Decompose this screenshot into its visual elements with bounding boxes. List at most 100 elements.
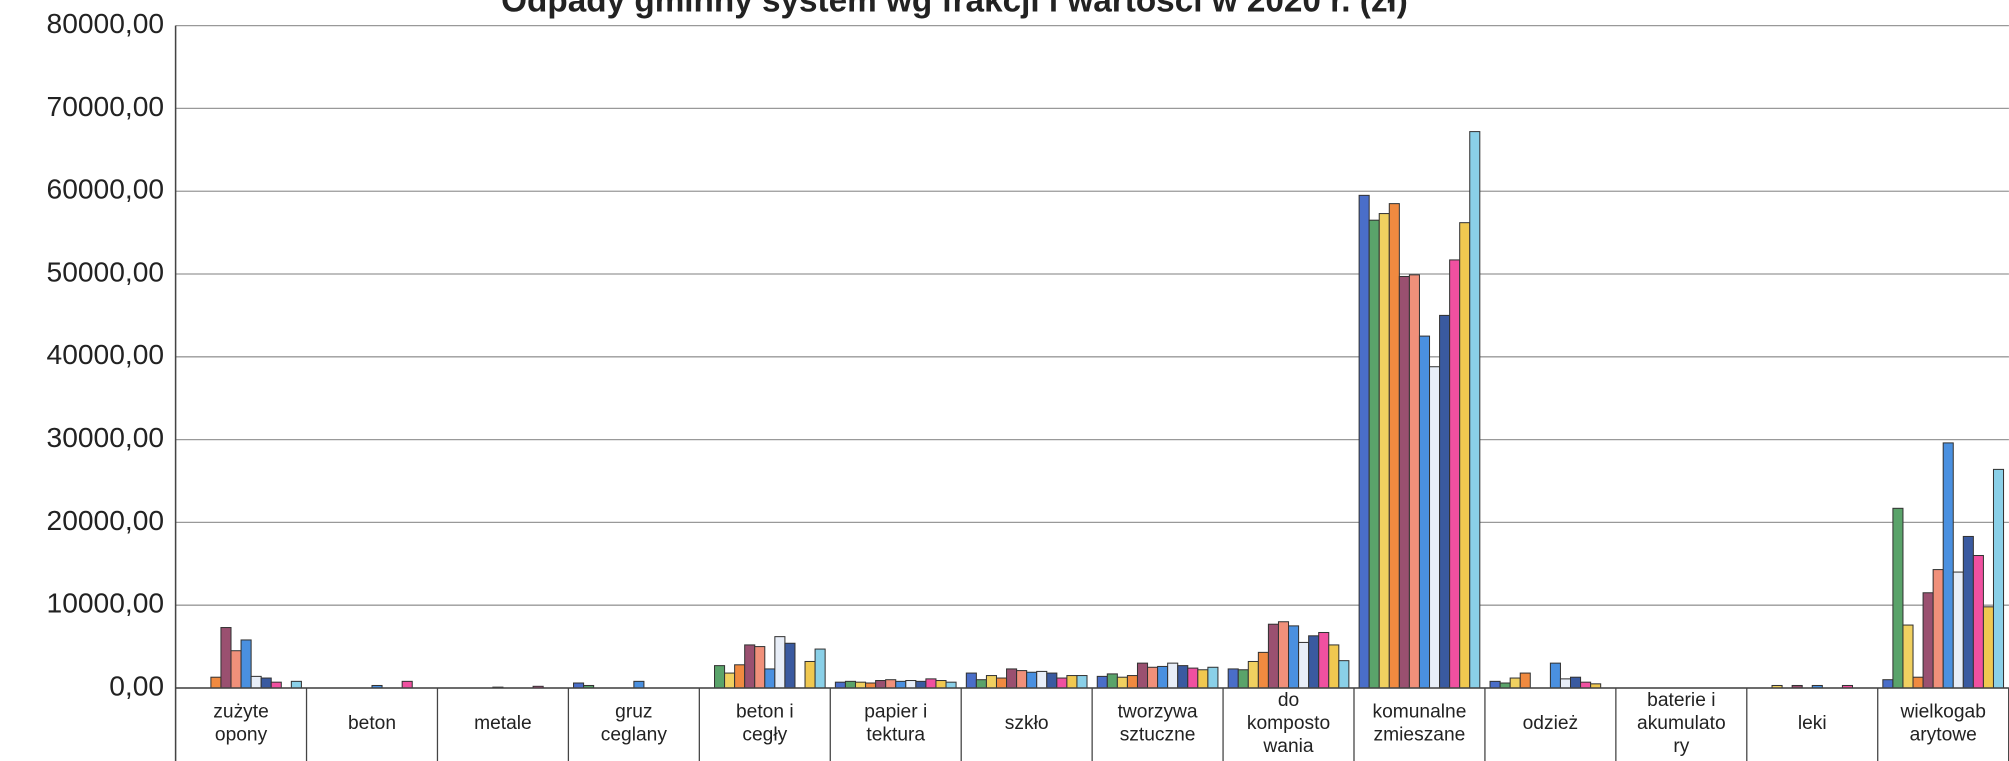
- bar: [1882, 679, 1894, 689]
- x-tick-label: odzież: [1523, 713, 1579, 734]
- bar: [965, 672, 977, 689]
- bar: [895, 680, 907, 689]
- bar: [1892, 507, 1904, 689]
- bar: [814, 648, 826, 689]
- bar: [1247, 660, 1259, 689]
- bar: [985, 675, 998, 689]
- bar: [1328, 644, 1340, 689]
- bar: [240, 639, 252, 689]
- bar: [1157, 665, 1169, 689]
- bar: [1096, 675, 1108, 689]
- bar: [844, 680, 857, 689]
- bar: [1358, 194, 1370, 689]
- x-tick-label: zużyte opony: [213, 701, 269, 745]
- x-tick-label: szkło: [1005, 713, 1049, 734]
- bar: [1509, 677, 1521, 689]
- bar: [1962, 535, 1974, 689]
- bar: [1006, 668, 1018, 689]
- bar: [1308, 635, 1320, 689]
- bar: [1227, 668, 1239, 689]
- bar: [1116, 676, 1128, 689]
- bar: [714, 665, 726, 689]
- bar: [1932, 569, 1944, 689]
- bar: [633, 680, 645, 689]
- x-tick-label: leki: [1798, 713, 1827, 734]
- bar: [724, 672, 736, 689]
- bar: [1368, 219, 1380, 689]
- bar: [935, 680, 947, 689]
- bar: [1016, 670, 1028, 689]
- bar: [834, 681, 846, 689]
- chart-title: Odpady gminny system wg frakcji i wartoś…: [501, 0, 1408, 19]
- y-tick-label: 80000,00: [47, 7, 165, 39]
- y-tick-label: 60000,00: [47, 173, 165, 205]
- x-tick-label: metale: [474, 713, 532, 734]
- bar: [1338, 660, 1350, 689]
- bar: [1559, 678, 1572, 689]
- bar: [1418, 335, 1431, 689]
- bar: [975, 679, 987, 689]
- x-tick-label: baterie i akumulato ry: [1637, 690, 1726, 757]
- bar: [1902, 624, 1914, 689]
- bar: [1257, 651, 1269, 689]
- x-tick-label: gruz ceglany: [601, 701, 668, 745]
- bar: [925, 678, 937, 689]
- bar: [1580, 681, 1592, 689]
- bar: [1519, 672, 1531, 689]
- bar: [1569, 676, 1582, 689]
- x-tick-label: tworzywa sztuczne: [1118, 701, 1198, 745]
- bar: [1177, 665, 1189, 689]
- bar: [250, 675, 262, 689]
- bar: [784, 642, 796, 689]
- y-tick-label: 50000,00: [47, 255, 165, 287]
- bar: [1942, 442, 1954, 689]
- x-tick-label: papier i tektura: [864, 701, 927, 745]
- bar: [1408, 274, 1420, 689]
- bar: [774, 636, 786, 689]
- y-tick-label: 70000,00: [47, 90, 165, 122]
- bar: [1126, 675, 1138, 689]
- bar: [734, 664, 746, 689]
- y-tick-label: 40000,00: [47, 338, 165, 370]
- bar: [1489, 680, 1501, 689]
- bar: [915, 680, 927, 689]
- bar: [1207, 666, 1219, 689]
- bar: [1277, 621, 1290, 689]
- bar: [1036, 670, 1048, 689]
- bar: [290, 680, 302, 689]
- bar: [230, 650, 242, 689]
- bar: [1439, 314, 1451, 689]
- bar: [1197, 669, 1209, 689]
- x-tick-label: beton i cegły: [736, 701, 794, 745]
- bar: [1318, 631, 1330, 689]
- bar: [945, 681, 957, 689]
- bar: [1237, 669, 1249, 689]
- bar: [260, 677, 272, 689]
- bar: [1288, 625, 1300, 689]
- bar: [1267, 623, 1279, 689]
- bar: [754, 646, 766, 689]
- x-tick-label: do komposto wania: [1247, 690, 1330, 757]
- bar: [1459, 222, 1471, 689]
- bar: [1076, 675, 1088, 689]
- bar: [995, 677, 1008, 689]
- bar: [1972, 554, 1984, 689]
- y-tick-label: 10000,00: [47, 587, 165, 619]
- bar: [1298, 641, 1310, 689]
- bar: [1167, 662, 1179, 689]
- bar: [905, 680, 917, 689]
- bar: [1136, 662, 1149, 689]
- x-tick-label: wielkogab arytowe: [1899, 701, 1985, 745]
- bar: [1469, 131, 1481, 689]
- bar: [1992, 468, 2005, 689]
- bar: [1378, 213, 1390, 689]
- bar: [220, 627, 232, 689]
- y-tick-label: 0,00: [109, 669, 164, 701]
- bar: [744, 644, 756, 689]
- y-tick-label: 20000,00: [47, 504, 165, 536]
- bar: [401, 680, 413, 689]
- bar: [764, 668, 776, 689]
- bar: [1147, 666, 1159, 689]
